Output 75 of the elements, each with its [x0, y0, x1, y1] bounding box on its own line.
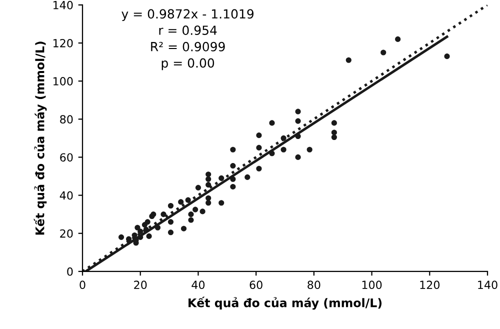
- point: [126, 236, 132, 242]
- point: [331, 120, 337, 126]
- point: [206, 172, 212, 178]
- x-tick-label: 0: [80, 280, 86, 290]
- annotation: R² = 0.9099: [151, 42, 225, 52]
- x-tick-label: 40: [192, 280, 205, 290]
- point: [138, 228, 144, 234]
- x-tick-label: 140: [478, 280, 498, 290]
- point: [346, 57, 352, 63]
- y-tick-label: 40: [60, 191, 73, 200]
- point: [256, 144, 262, 150]
- point: [160, 212, 166, 218]
- point: [244, 174, 250, 180]
- x-tick-label: 100: [362, 280, 382, 290]
- y-tick-label: 120: [53, 38, 73, 48]
- annotation: y = 0.9872x - 1.1019: [122, 9, 254, 22]
- point: [395, 36, 401, 42]
- point: [132, 232, 138, 238]
- y-tick-label: 60: [60, 153, 73, 162]
- point: [218, 200, 224, 206]
- point: [195, 184, 201, 190]
- point: [206, 182, 212, 188]
- point: [295, 134, 301, 140]
- y-tick-label: 100: [53, 77, 73, 86]
- point: [134, 224, 140, 230]
- point: [280, 135, 286, 141]
- y-axis-title: Kết quả đo của máy (mmol/L): [34, 42, 47, 235]
- point: [118, 234, 124, 240]
- point: [200, 208, 206, 214]
- point: [154, 224, 160, 230]
- x-axis-title: Kết quả đo của máy (mmol/L): [188, 296, 382, 310]
- point: [230, 176, 236, 182]
- point: [444, 54, 450, 60]
- point: [168, 230, 174, 236]
- y-tick-label: 0: [67, 267, 73, 276]
- point: [295, 108, 301, 114]
- point: [180, 226, 187, 232]
- y-tick-label: 140: [53, 0, 73, 10]
- point: [280, 146, 286, 152]
- point: [295, 118, 301, 124]
- point: [230, 163, 236, 169]
- point: [230, 146, 236, 152]
- point: [380, 50, 386, 56]
- point: [331, 130, 337, 136]
- point: [269, 150, 275, 156]
- point: [143, 226, 149, 232]
- point: [192, 206, 198, 212]
- point: [188, 217, 194, 223]
- y-tick-label: 20: [60, 229, 73, 238]
- point: [269, 120, 275, 126]
- y-tick-label: 80: [60, 115, 73, 124]
- point: [206, 176, 212, 182]
- point: [146, 233, 152, 239]
- point: [306, 146, 312, 152]
- point: [295, 154, 301, 160]
- point: [168, 219, 174, 225]
- x-tick-label: 80: [308, 280, 320, 290]
- x-tick-label: 120: [420, 280, 440, 290]
- point: [256, 132, 262, 138]
- point: [168, 202, 174, 209]
- point: [331, 134, 337, 140]
- point: [185, 197, 191, 203]
- point: [206, 195, 212, 201]
- x-tick-label: 60: [250, 280, 262, 290]
- point: [206, 200, 212, 206]
- annotation: r = 0.954: [159, 26, 217, 35]
- annotation: p = 0.00: [162, 58, 214, 70]
- point: [178, 199, 184, 205]
- point: [188, 212, 194, 218]
- point: [256, 166, 262, 172]
- point: [230, 184, 236, 190]
- point: [218, 175, 224, 181]
- point: [138, 234, 144, 240]
- point: [144, 219, 150, 225]
- x-tick-label: 20: [134, 280, 147, 290]
